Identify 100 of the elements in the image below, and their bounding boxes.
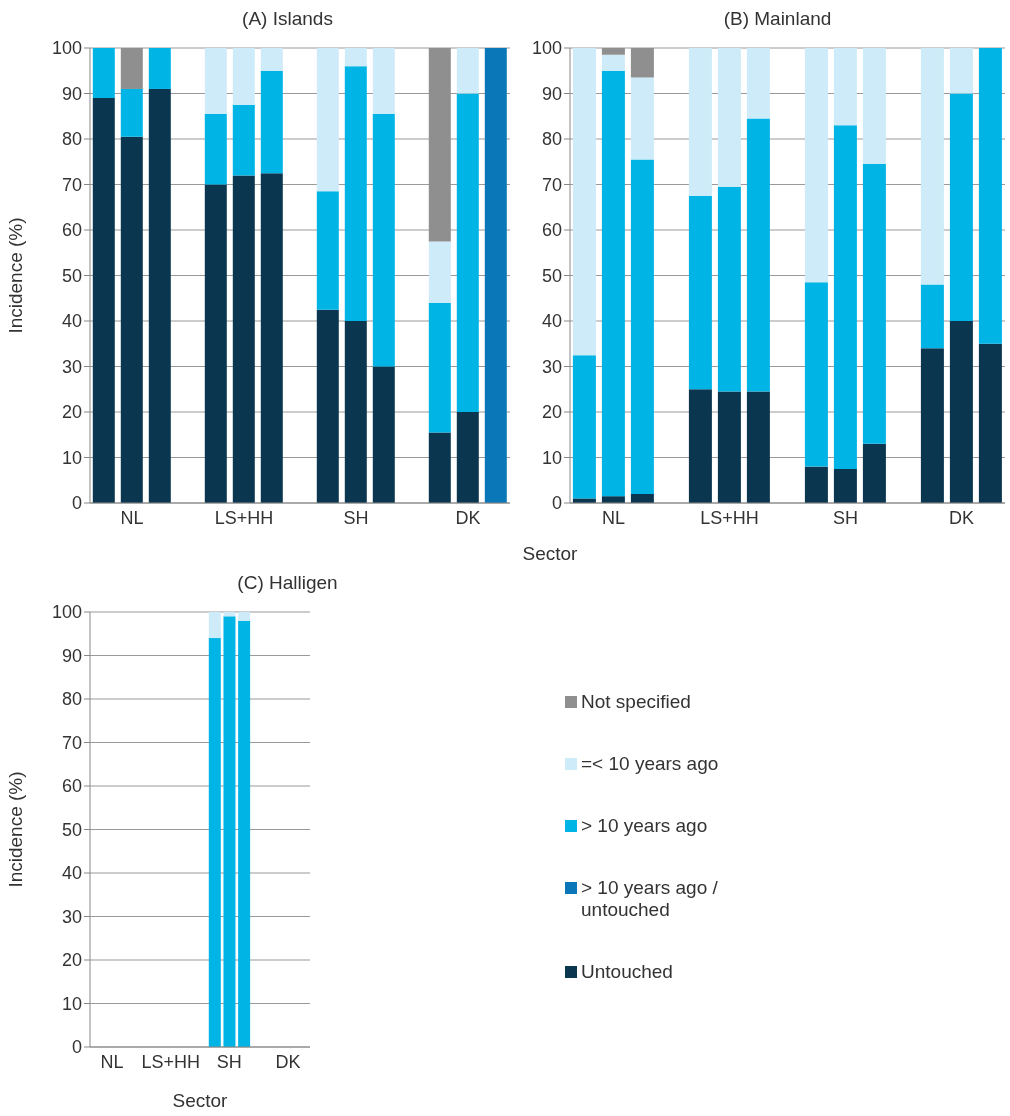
x-tick-label: DK: [455, 507, 481, 528]
y-tick-label: 10: [61, 447, 82, 468]
y-tick-label: 60: [61, 776, 82, 797]
x-tick-label: SH: [832, 507, 859, 528]
bar: [746, 48, 770, 119]
bar: [688, 195, 712, 390]
bar: [238, 612, 251, 621]
bar: [804, 466, 828, 503]
y-tick-label: 20: [61, 950, 82, 971]
bar: [862, 443, 886, 503]
bar: [372, 48, 395, 114]
bar: [92, 48, 115, 99]
x-tick-label: NL: [601, 507, 626, 528]
y-axis-title: Incidence (%): [4, 771, 26, 888]
bar: [208, 638, 221, 1047]
x-tick-label: NL: [120, 507, 144, 528]
y-tick-label: 90: [541, 83, 562, 104]
bar: [456, 93, 479, 412]
y-tick-label: 70: [541, 174, 562, 195]
bar: [862, 164, 886, 444]
y-tick-label: 100: [531, 38, 562, 59]
bar: [260, 70, 283, 174]
x-tick-label: SH: [216, 1051, 242, 1072]
bar: [804, 282, 828, 467]
bar: [572, 48, 596, 356]
bar: [428, 432, 451, 503]
y-tick-label: 30: [61, 356, 82, 377]
bar: [204, 48, 227, 114]
bar: [428, 241, 451, 303]
y-tick-label: 0: [71, 493, 82, 514]
x-tick-label: LS+HH: [141, 1051, 200, 1072]
legend-label: Untouched: [581, 961, 673, 983]
bar: [372, 366, 395, 503]
y-tick-label: 30: [541, 356, 562, 377]
bar: [630, 77, 654, 160]
bar: [316, 309, 339, 503]
y-tick-label: 0: [71, 1037, 82, 1058]
x-tick-label: DK: [275, 1051, 301, 1072]
bar: [601, 54, 625, 71]
bar: [746, 391, 770, 503]
y-tick-label: 10: [61, 993, 82, 1014]
bar: [316, 48, 339, 192]
bar: [456, 48, 479, 94]
bar: [920, 48, 944, 285]
bar: [630, 159, 654, 494]
bar: [949, 321, 973, 503]
y-tick-label: 100: [51, 602, 82, 623]
y-tick-label: 20: [541, 402, 562, 423]
legend-label: > 10 years ago: [581, 815, 708, 837]
x-tick-label: DK: [948, 507, 975, 528]
chart-title: (B) Mainland: [722, 8, 833, 31]
bar: [344, 66, 367, 321]
y-tick-label: 100: [51, 38, 82, 59]
bar: [92, 98, 115, 503]
bar: [601, 70, 625, 497]
y-tick-label: 80: [541, 129, 562, 150]
legend-label: > 10 years ago / untouched: [581, 877, 719, 921]
chart-title: (C) Halligen: [236, 572, 339, 595]
y-tick-label: 70: [61, 732, 82, 753]
bar: [232, 175, 255, 503]
x-axis-title: Sector: [521, 543, 579, 565]
bar: [223, 616, 236, 1047]
bar: [978, 343, 1002, 503]
bar: [238, 620, 251, 1047]
bar: [120, 88, 143, 137]
bar: [204, 184, 227, 503]
bar: [204, 113, 227, 185]
bar: [804, 48, 828, 283]
y-axis-title: Incidence (%): [4, 217, 26, 334]
bar: [316, 191, 339, 310]
y-tick-label: 90: [61, 83, 82, 104]
y-tick-label: 40: [541, 311, 562, 332]
x-tick-label: LS+HH: [214, 507, 274, 528]
chart-title: (A) Islands: [241, 8, 334, 31]
y-tick-label: 50: [61, 265, 82, 286]
bar: [949, 93, 973, 321]
y-tick-label: 60: [61, 220, 82, 241]
bar: [232, 48, 255, 105]
bar: [372, 113, 395, 367]
x-tick-label: NL: [100, 1051, 124, 1072]
y-tick-label: 40: [61, 863, 82, 884]
bar: [484, 48, 507, 503]
y-tick-label: 50: [541, 265, 562, 286]
bar: [688, 389, 712, 503]
bar: [862, 48, 886, 165]
bar: [717, 48, 741, 187]
y-tick-label: 40: [61, 311, 82, 332]
legend-label: Not specified: [581, 691, 691, 713]
x-axis-title: Sector: [172, 1090, 229, 1111]
bar: [688, 48, 712, 196]
y-tick-label: 80: [61, 689, 82, 710]
bar: [260, 48, 283, 71]
bar: [148, 48, 171, 89]
bar: [920, 348, 944, 503]
legend-label: =< 10 years ago: [581, 753, 719, 775]
y-tick-label: 80: [61, 129, 82, 150]
bar: [949, 48, 973, 94]
bar: [920, 284, 944, 349]
y-tick-label: 90: [61, 645, 82, 666]
bar: [833, 125, 857, 469]
